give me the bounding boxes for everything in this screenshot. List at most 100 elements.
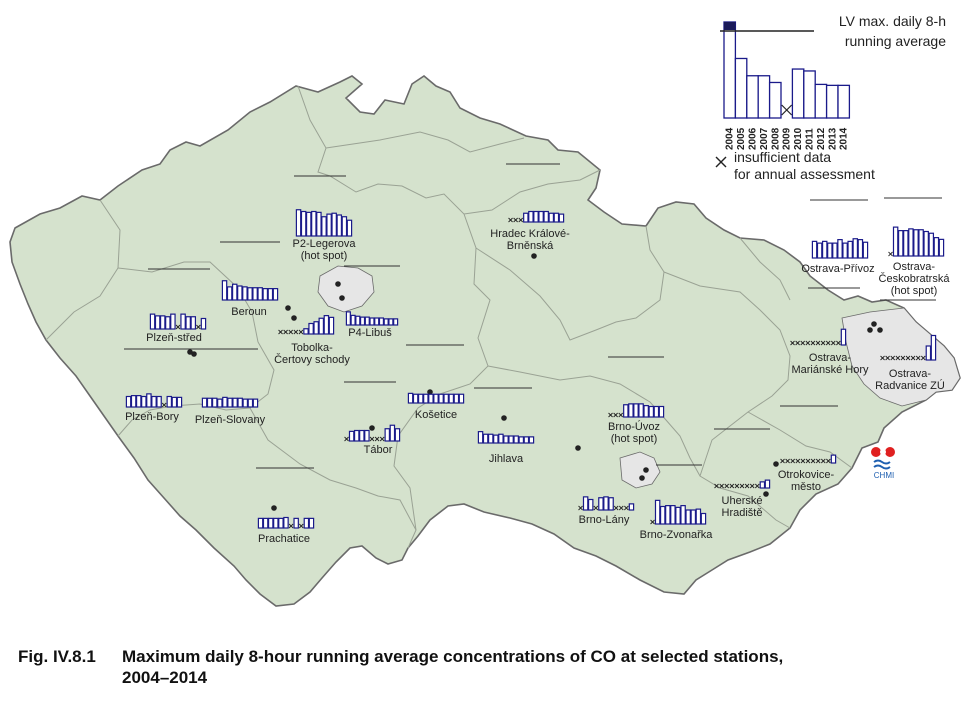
missing-data-mark xyxy=(613,505,619,511)
data-bar xyxy=(252,287,258,301)
data-bar xyxy=(938,238,945,257)
station-dots xyxy=(187,253,883,511)
data-bar xyxy=(648,405,655,418)
data-bar xyxy=(295,209,302,237)
missing-data-mark xyxy=(890,355,896,361)
data-bar xyxy=(628,503,635,511)
year-label: 2013 xyxy=(827,127,838,150)
station-ostrava-marianske: Ostrava-Mariánské Hory xyxy=(790,328,869,376)
station-label: (hot spot) xyxy=(301,250,347,262)
data-bar xyxy=(811,240,818,259)
data-bar xyxy=(313,321,319,335)
missing-data-mark xyxy=(810,458,816,464)
data-bar xyxy=(523,212,529,223)
data-bar xyxy=(226,286,233,301)
station-hradec: Hradec Králové-Brněnská xyxy=(490,210,570,252)
station-label: Brno-Úvoz xyxy=(608,420,660,433)
data-bar xyxy=(227,397,233,408)
missing-data-mark xyxy=(795,458,801,464)
data-bar xyxy=(154,315,161,330)
station-dot xyxy=(575,445,581,451)
data-bar xyxy=(384,428,391,442)
year-label: 2004 xyxy=(725,127,736,150)
data-bar xyxy=(321,216,327,237)
data-bar xyxy=(654,499,661,525)
missing-data-mark xyxy=(915,355,921,361)
legend-bar xyxy=(734,57,748,119)
station-dot xyxy=(285,305,291,311)
data-bar xyxy=(308,517,315,529)
missing-data-mark xyxy=(815,458,821,464)
station-ostrava-ceskobratrska: Ostrava-Českobratrská(hot spot) xyxy=(879,226,950,297)
legend-bar-cap xyxy=(724,22,736,30)
missing-data-mark xyxy=(734,483,740,489)
data-bar xyxy=(407,392,414,404)
data-bar xyxy=(200,317,207,330)
station-dot xyxy=(271,505,277,511)
data-bar xyxy=(832,242,838,259)
lv-label-line2: running average xyxy=(845,33,946,49)
data-bar xyxy=(232,397,238,408)
missing-data-mark xyxy=(880,355,885,361)
station-label: Brněnská xyxy=(507,240,554,252)
data-bar xyxy=(231,283,238,301)
data-bar xyxy=(633,403,639,418)
missing-data-mark xyxy=(719,483,724,489)
data-bar xyxy=(928,232,935,257)
missing-data-mark xyxy=(785,458,790,464)
station-brno-uvoz: Brno-Úvoz(hot spot) xyxy=(608,403,665,445)
data-bar xyxy=(412,393,419,404)
missing-data-mark xyxy=(650,519,655,525)
data-bar xyxy=(331,212,337,237)
data-bar xyxy=(206,397,213,408)
missing-data-mark xyxy=(278,329,283,335)
station-dot xyxy=(867,327,873,333)
data-bar xyxy=(211,397,218,408)
ostrava-area xyxy=(841,307,961,407)
missing-data-mark xyxy=(810,340,816,346)
station-label: Ostrava- xyxy=(889,368,932,380)
data-bar xyxy=(482,433,489,444)
year-label: 2005 xyxy=(736,127,747,150)
data-bar xyxy=(623,404,629,418)
legend-year-labels: 2004 2005 2006 2007 2008 2009 2010 2011 2012 2013… xyxy=(725,127,850,150)
data-bar xyxy=(130,395,137,408)
missing-data-mark xyxy=(895,355,901,361)
caption-title-line2: 2004–2014 xyxy=(122,668,208,687)
data-bar xyxy=(438,393,444,404)
data-bar xyxy=(308,322,314,335)
brno-area xyxy=(619,451,661,489)
data-bar xyxy=(221,280,228,301)
year-label: 2007 xyxy=(759,127,770,150)
data-bar xyxy=(852,238,859,259)
station-label: Brno-Lány xyxy=(579,514,630,526)
missing-data-mark xyxy=(379,436,385,442)
data-bar xyxy=(659,505,666,525)
data-bar xyxy=(176,396,183,408)
data-bar xyxy=(165,316,171,330)
data-bar xyxy=(378,317,385,326)
missing-data-mark xyxy=(905,355,911,361)
data-bar xyxy=(477,431,484,444)
missing-data-mark xyxy=(836,340,841,346)
missing-data-mark xyxy=(293,329,299,335)
legend-bar xyxy=(814,83,828,119)
missing-data-mark xyxy=(369,436,375,442)
data-bar xyxy=(262,288,269,301)
legend-bar xyxy=(791,68,805,119)
station-dot xyxy=(291,315,297,321)
data-bar xyxy=(653,405,660,418)
data-bar xyxy=(283,516,289,529)
data-bar xyxy=(538,210,544,223)
data-bar xyxy=(364,429,370,442)
missing-data-mark xyxy=(800,340,806,346)
station-label: Ostrava- xyxy=(809,352,852,364)
data-bar xyxy=(272,288,279,301)
figure-caption: Fig. IV.8.1 Maximum daily 8-hour running … xyxy=(18,646,958,688)
missing-data-mark xyxy=(714,483,719,489)
missing-data-mark xyxy=(739,483,745,489)
data-bar xyxy=(587,498,594,511)
data-bar xyxy=(513,435,519,444)
data-bar xyxy=(217,398,223,408)
data-bar xyxy=(908,228,914,257)
